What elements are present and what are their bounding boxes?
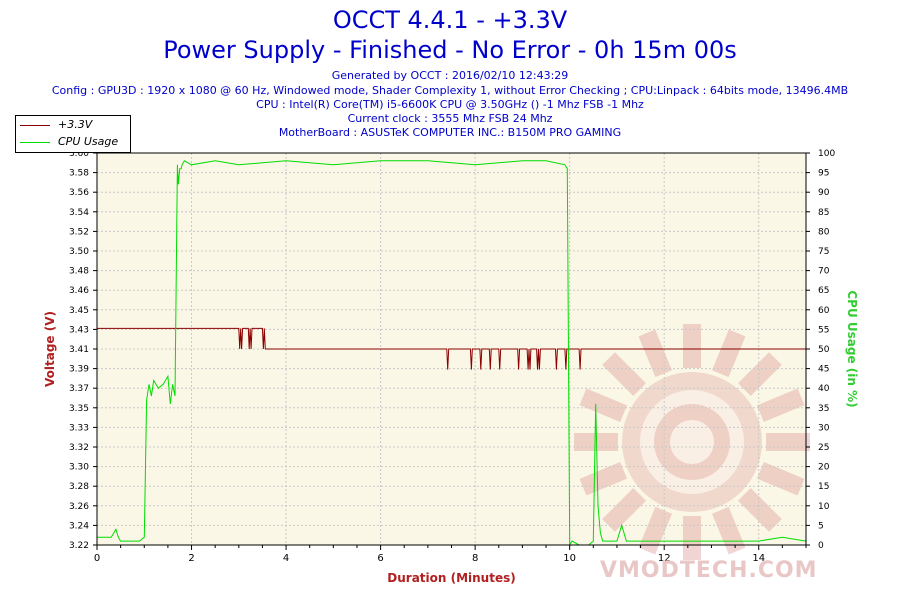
y-left-tick-label-0: 3.22	[69, 541, 89, 551]
legend-label-cpu: CPU Usage	[58, 135, 119, 148]
y-right-tick-label-5: 25	[818, 443, 829, 453]
x-tick-label-7: 14	[752, 553, 765, 564]
y-right-tick-label-0: 0	[818, 541, 824, 551]
y-right-tick-label-7: 35	[818, 404, 829, 414]
y-left-tick-label-11: 3.43	[69, 325, 89, 335]
x-tick-label-3: 6	[377, 553, 383, 564]
x-tick-label-5: 10	[563, 553, 576, 564]
y-left-tick-label-14: 3.48	[69, 267, 89, 277]
x-tick-label-6: 12	[658, 553, 671, 564]
info-motherboard: MotherBoard : ASUSTeK COMPUTER INC.: B15…	[278, 126, 622, 139]
legend: +3.3V CPU Usage	[15, 115, 131, 153]
y-right-tick-label-6: 30	[818, 423, 830, 433]
series-line-voltage	[97, 327, 806, 370]
x-tick-label-0: 0	[94, 553, 100, 564]
y-left-tick-label-16: 3.52	[69, 227, 89, 237]
y-left-tick-label-19: 3.58	[69, 169, 89, 179]
y-left-axis-title: Voltage (V)	[43, 311, 57, 387]
y-left-tick-label-1: 3.24	[69, 521, 89, 531]
y-right-tick-label-18: 90	[818, 188, 830, 198]
legend-item-voltage: +3.3V	[20, 118, 128, 132]
y-right-tick-label-15: 75	[818, 247, 829, 257]
chart-title: OCCT 4.4.1 - +3.3V	[332, 6, 568, 34]
y-left-tick-label-12: 3.45	[69, 306, 89, 316]
y-left-tick-label-17: 3.54	[69, 208, 89, 218]
y-right-tick-label-12: 60	[818, 306, 830, 316]
y-left-tick-label-5: 3.32	[69, 443, 89, 453]
y-right-tick-label-16: 80	[818, 227, 830, 237]
y-left-tick-label-10: 3.41	[69, 345, 89, 355]
chart-subtitle: Power Supply - Finished - No Error - 0h …	[163, 36, 737, 64]
y-right-tick-label-1: 5	[818, 521, 824, 531]
y-right-tick-label-3: 15	[818, 482, 829, 492]
y-right-tick-label-10: 50	[818, 345, 830, 355]
legend-label-voltage: +3.3V	[58, 118, 93, 131]
watermark-emblem	[574, 324, 810, 560]
y-right-tick-label-14: 70	[818, 267, 830, 277]
x-tick-label-1: 2	[188, 553, 194, 564]
legend-swatch-voltage	[20, 125, 50, 126]
y-left-tick-label-2: 3.26	[69, 502, 89, 512]
info-cpu: CPU : Intel(R) Core(TM) i5-6600K CPU @ 3…	[256, 98, 644, 111]
x-tick-label-4: 8	[472, 553, 478, 564]
y-right-tick-label-4: 20	[818, 463, 830, 473]
info-generated: Generated by OCCT : 2016/02/10 12:43:29	[331, 69, 569, 82]
legend-item-cpu: CPU Usage	[20, 135, 128, 149]
info-clock: Current clock : 3555 Mhz FSB 24 Mhz	[347, 112, 553, 125]
legend-swatch-cpu	[20, 142, 50, 143]
series-line-cpu-usage	[97, 160, 807, 547]
y-left-tick-label-15: 3.50	[69, 247, 89, 257]
y-left-tick-label-3: 3.28	[69, 482, 89, 492]
y-left-tick-label-4: 3.30	[69, 463, 89, 473]
y-left-tick-label-8: 3.37	[69, 384, 89, 394]
y-left-tick-label-18: 3.56	[69, 188, 89, 198]
x-tick-label-2: 4	[283, 553, 289, 564]
y-right-tick-label-11: 55	[818, 325, 829, 335]
y-left-tick-label-7: 3.35	[69, 404, 89, 414]
y-left-tick-label-20: 3.60	[69, 149, 89, 159]
y-right-tick-label-8: 40	[818, 384, 830, 394]
watermark-text: VMODTECH.COM	[600, 558, 818, 583]
y-right-tick-label-17: 85	[818, 208, 829, 218]
y-right-tick-label-19: 95	[818, 169, 829, 179]
x-axis-title: Duration (Minutes)	[387, 571, 515, 585]
y-right-tick-label-13: 65	[818, 286, 829, 296]
y-right-tick-label-9: 45	[818, 365, 829, 375]
y-left-tick-label-9: 3.39	[69, 365, 89, 375]
y-right-tick-label-20: 100	[818, 149, 835, 159]
y-left-tick-label-6: 3.33	[69, 423, 89, 433]
y-right-tick-label-2: 10	[818, 502, 830, 512]
y-left-tick-label-13: 3.46	[69, 286, 89, 296]
y-right-axis-title: CPU Usage (in %)	[845, 290, 859, 407]
info-config: Config : GPU3D : 1920 x 1080 @ 60 Hz, Wi…	[51, 84, 849, 97]
